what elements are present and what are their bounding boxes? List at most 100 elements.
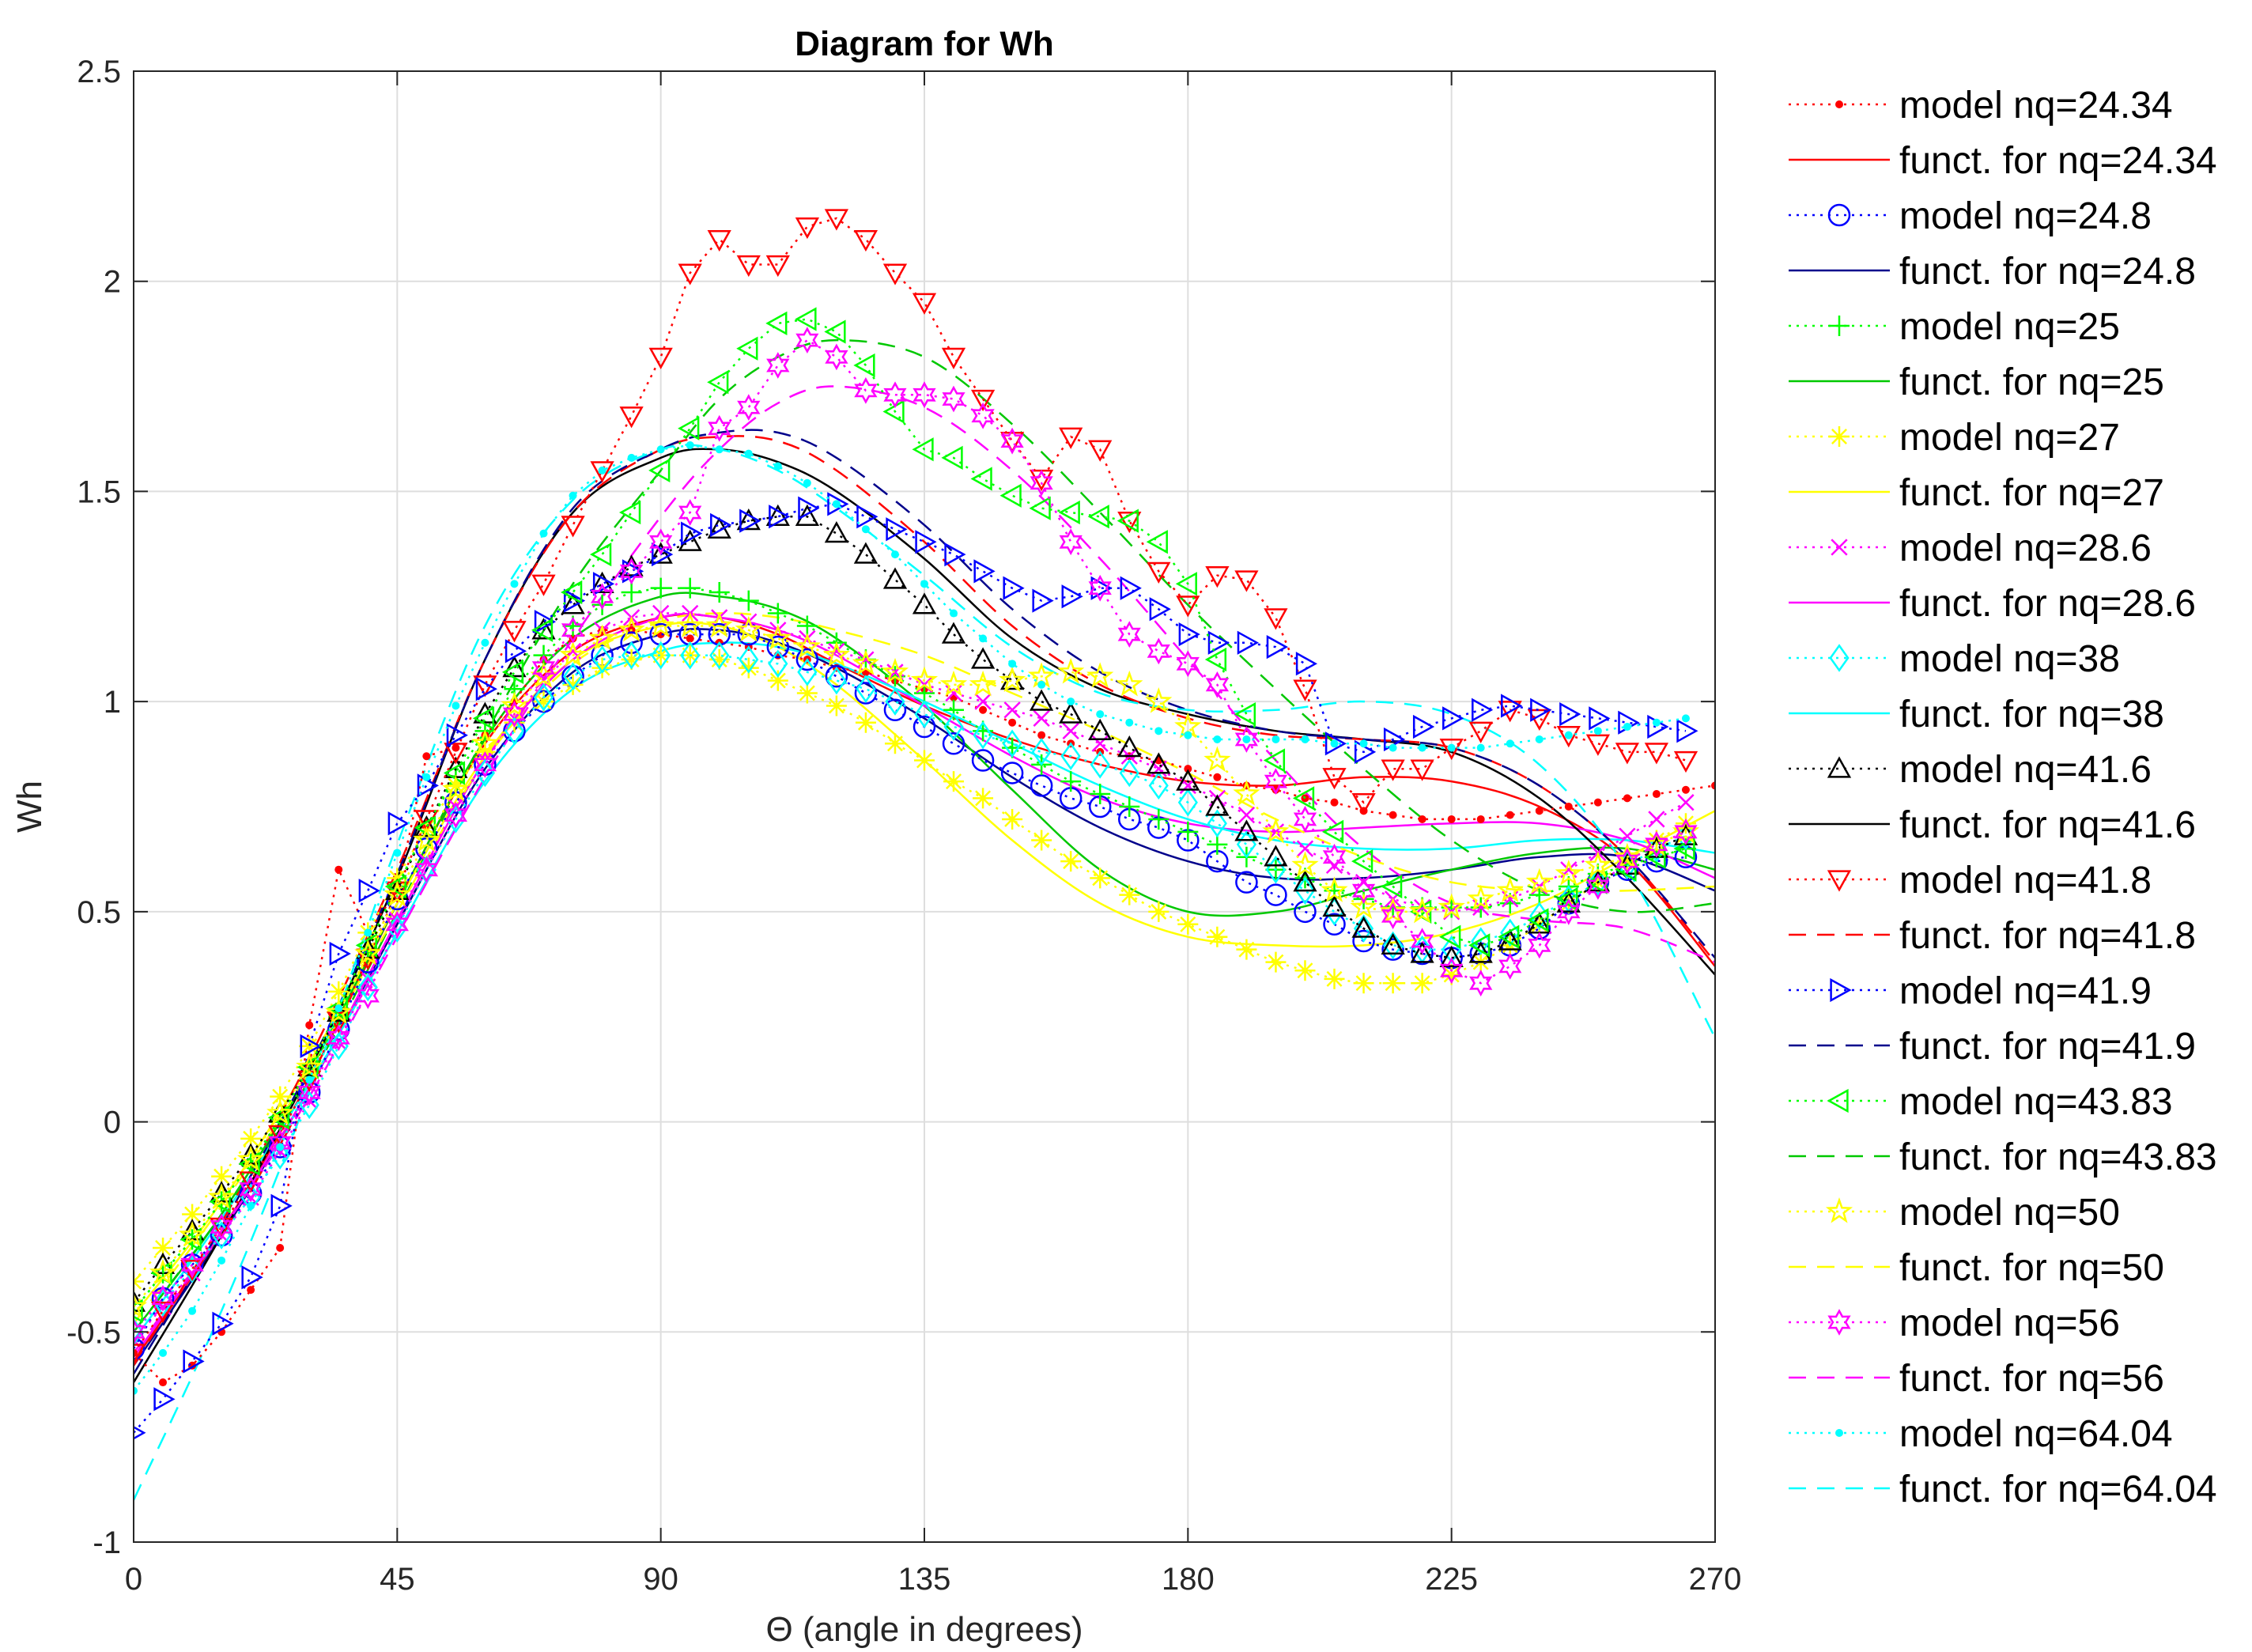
- data-point: [1264, 608, 1288, 630]
- legend-label: funct. for nq=64.04: [1899, 1469, 2217, 1510]
- data-point: [707, 229, 731, 252]
- data-point: [1615, 743, 1640, 765]
- data-point: [1623, 794, 1631, 803]
- x-tick-label: 135: [898, 1562, 951, 1597]
- data-point: [504, 712, 525, 733]
- data-point: [707, 370, 729, 395]
- data-point: [1207, 809, 1227, 838]
- data-point: [1061, 584, 1083, 609]
- data-point: [414, 810, 439, 832]
- data-point: [414, 856, 439, 883]
- data-point: [715, 445, 724, 454]
- data-point: [1564, 803, 1573, 811]
- data-point: [973, 720, 993, 750]
- legend-label: model nq=38: [1899, 638, 2120, 680]
- data-point: [1501, 694, 1523, 718]
- legend-entry: model nq=27: [1789, 417, 2120, 459]
- data-point: [180, 1251, 204, 1279]
- data-point: [1324, 968, 1345, 989]
- data-point: [1058, 500, 1080, 525]
- data-point: [1351, 793, 1376, 815]
- y-tick-label: 1.5: [77, 474, 121, 509]
- legend-label: funct. for nq=24.34: [1899, 140, 2217, 182]
- data-point: [305, 1076, 314, 1084]
- data-point: [1086, 662, 1114, 688]
- data-point: [1530, 697, 1552, 722]
- data-point: [1057, 657, 1085, 684]
- data-point: [504, 716, 525, 746]
- legend-label: model nq=24.34: [1899, 85, 2173, 127]
- legend-label: funct. for nq=56: [1899, 1358, 2164, 1400]
- data-point: [861, 525, 870, 534]
- data-point: [766, 352, 790, 379]
- data-point: [1116, 670, 1143, 697]
- data-point: [943, 771, 965, 792]
- data-point: [973, 559, 996, 584]
- data-point: [328, 1032, 349, 1060]
- data-point: [793, 633, 822, 659]
- data-point: [270, 1141, 290, 1170]
- data-point: [943, 713, 964, 741]
- data-point: [651, 641, 671, 670]
- data-point: [708, 581, 730, 603]
- data-point: [1593, 727, 1602, 735]
- data-point: [1266, 634, 1288, 660]
- data-point: [824, 319, 846, 344]
- data-point: [179, 1221, 206, 1247]
- data-point: [1060, 771, 1082, 792]
- data-point: [1177, 821, 1199, 842]
- data-point: [1059, 427, 1083, 449]
- data-point: [1177, 788, 1198, 817]
- data-point: [588, 624, 616, 650]
- series-line: [134, 338, 1715, 1333]
- legend-marker: [1825, 1196, 1853, 1223]
- data-point: [1177, 913, 1199, 935]
- data-point: [1586, 873, 1610, 900]
- data-point: [240, 1128, 262, 1149]
- data-point: [472, 706, 495, 731]
- data-point: [1205, 566, 1230, 588]
- data-point: [387, 868, 408, 889]
- x-axis-label: Θ (angle in degrees): [765, 1610, 1083, 1649]
- data-point: [1271, 735, 1280, 743]
- data-point: [591, 645, 613, 674]
- data-point: [913, 381, 936, 409]
- data-point: [1506, 811, 1514, 819]
- data-point: [328, 981, 350, 1002]
- data-point: [1296, 840, 1314, 857]
- data-point: [533, 691, 554, 713]
- x-tick-label: 45: [380, 1562, 415, 1597]
- data-point: [766, 635, 790, 659]
- data-point: [1321, 819, 1344, 845]
- data-point: [1147, 561, 1171, 584]
- data-point: [941, 622, 966, 644]
- data-point: [268, 1136, 292, 1159]
- legend-marker: [1835, 1429, 1843, 1437]
- data-point: [268, 1101, 293, 1123]
- data-point: [1496, 876, 1524, 902]
- data-point: [134, 1299, 143, 1323]
- data-point: [444, 743, 468, 765]
- data-point: [134, 1426, 146, 1440]
- data-point: [414, 815, 439, 837]
- data-point: [1175, 572, 1197, 596]
- data-point: [539, 529, 548, 538]
- data-point: [737, 622, 761, 646]
- data-point: [765, 255, 790, 278]
- data-point: [1059, 701, 1083, 724]
- series-line: [134, 654, 1687, 1333]
- data-point: [824, 521, 849, 543]
- legend-entry: model nq=28.6: [1789, 527, 2152, 569]
- y-tick-label: -1: [93, 1525, 121, 1560]
- data-point: [1418, 815, 1426, 823]
- data-point: [1506, 739, 1514, 748]
- data-point: [1439, 924, 1461, 949]
- data-point: [826, 666, 847, 695]
- legend-entry: funct. for nq=50: [1789, 1247, 2164, 1289]
- data-point: [678, 499, 702, 526]
- chart-title: Diagram for Wh: [795, 25, 1054, 63]
- legend-label: funct. for nq=38: [1899, 694, 2164, 735]
- data-point: [1213, 735, 1222, 743]
- data-point: [1147, 752, 1171, 774]
- data-point: [797, 658, 818, 686]
